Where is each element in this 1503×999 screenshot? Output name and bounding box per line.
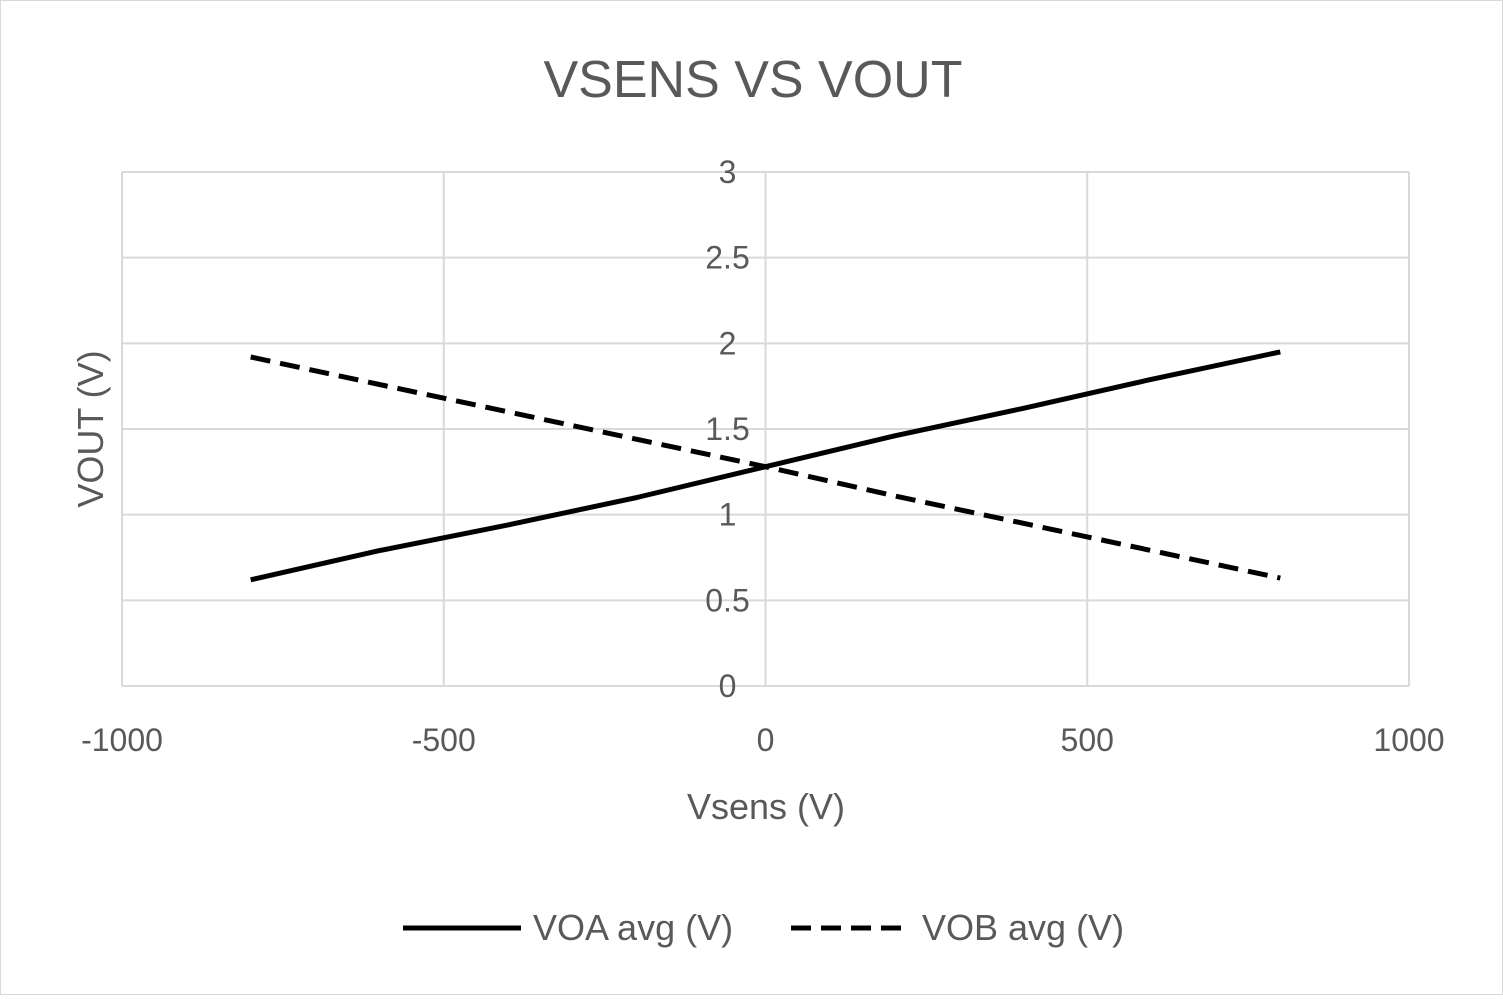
y-tick-label: 2 bbox=[719, 325, 737, 361]
y-tick-label: 1 bbox=[719, 497, 737, 533]
legend-label-voa: VOA avg (V) bbox=[533, 907, 733, 948]
legend: VOA avg (V) VOB avg (V) bbox=[403, 907, 1124, 948]
x-tick-label: -1000 bbox=[81, 722, 163, 758]
y-tick-label: 2.5 bbox=[705, 240, 749, 276]
y-tick-label: 3 bbox=[719, 154, 737, 190]
y-tick-label: 0.5 bbox=[705, 582, 749, 618]
x-axis-label: Vsens (V) bbox=[687, 786, 845, 827]
legend-label-vob: VOB avg (V) bbox=[922, 907, 1124, 948]
series-line-vob bbox=[250, 354, 1281, 581]
grid-lines bbox=[121, 171, 1410, 687]
series-lines bbox=[250, 349, 1281, 583]
x-tick-label: -500 bbox=[412, 722, 476, 758]
y-tick-labels: 0 0.5 1 1.5 2 2.5 3 bbox=[705, 154, 749, 704]
x-tick-label: 500 bbox=[1061, 722, 1114, 758]
chart-title: VSENS VS VOUT bbox=[544, 51, 963, 109]
x-tick-label: 0 bbox=[757, 722, 775, 758]
y-axis-label: VOUT (V) bbox=[70, 350, 111, 507]
y-tick-label: 1.5 bbox=[705, 411, 749, 447]
x-tick-labels: -1000 -500 0 500 1000 bbox=[81, 722, 1445, 758]
y-tick-label: 0 bbox=[719, 668, 737, 704]
x-tick-label: 1000 bbox=[1373, 722, 1444, 758]
